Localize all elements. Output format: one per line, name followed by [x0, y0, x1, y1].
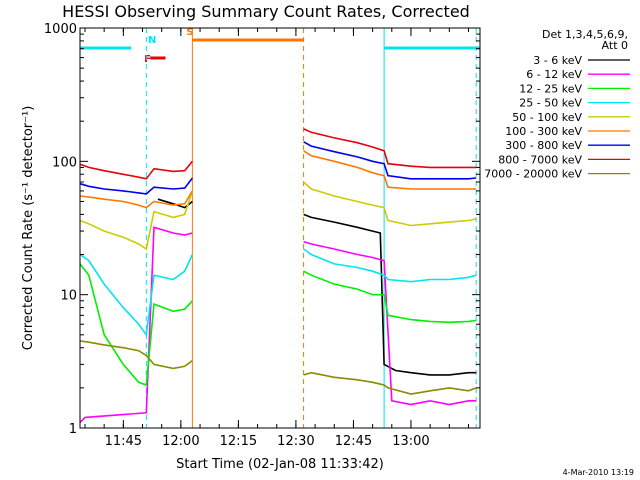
legend-entry-label: 25 - 50 keV	[519, 97, 582, 110]
plot-area: NF S	[79, 27, 480, 428]
legend-entry-label: 50 - 100 keV	[512, 111, 582, 124]
series-line	[157, 198, 477, 376]
series-line	[79, 141, 477, 195]
flag-label: F	[144, 54, 151, 65]
flag-label: S	[186, 27, 193, 38]
series-line	[79, 128, 477, 180]
y-tick-label: 1000	[44, 22, 77, 37]
x-tick-label: 11:45	[105, 434, 142, 449]
y-tick-label: 100	[52, 155, 77, 170]
chart-title: HESSI Observing Summary Count Rates, Cor…	[62, 2, 470, 21]
series-line	[79, 340, 477, 395]
legend-entry-label: 3 - 6 keV	[533, 54, 582, 67]
legend-entry-label: 12 - 25 keV	[519, 82, 582, 95]
series-line	[79, 263, 477, 387]
legend-entry-label: 6 - 12 keV	[526, 68, 582, 81]
flag-label: N	[148, 35, 156, 46]
series-line	[79, 150, 477, 209]
legend-entry-label: 7000 - 20000 keV	[484, 168, 582, 181]
series-line	[79, 248, 477, 337]
axes: 1 10 100 1000 11:45 12:00 12:15 12:30 12:45 13:00	[44, 22, 481, 449]
legend-entry-label: 800 - 7000 keV	[498, 153, 582, 166]
y-tick-label: 1	[69, 422, 77, 437]
y-axis-title: Corrected Count Rate (s⁻¹ detector⁻¹)	[21, 106, 36, 351]
plot-frame	[79, 27, 481, 429]
x-tick-label: 12:45	[335, 434, 372, 449]
x-tick-label: 12:30	[277, 434, 314, 449]
legend-header: Att 0	[602, 39, 628, 52]
legend-entry-label: 100 - 300 keV	[505, 125, 582, 138]
legend-entry-label: 300 - 800 keV	[505, 139, 582, 152]
y-tick-label: 10	[60, 289, 77, 304]
x-tick-label: 12:00	[162, 434, 199, 449]
footer-date: 4-Mar-2010 13:19	[563, 468, 634, 477]
x-tick-label: 12:15	[220, 434, 257, 449]
x-axis-title: Start Time (02-Jan-08 11:33:42)	[176, 457, 384, 472]
series-line	[79, 226, 477, 424]
x-tick-label: 13:00	[392, 434, 429, 449]
legend-header: Det 1,3,4,5,6,9,	[542, 28, 628, 41]
series-line	[79, 181, 477, 251]
